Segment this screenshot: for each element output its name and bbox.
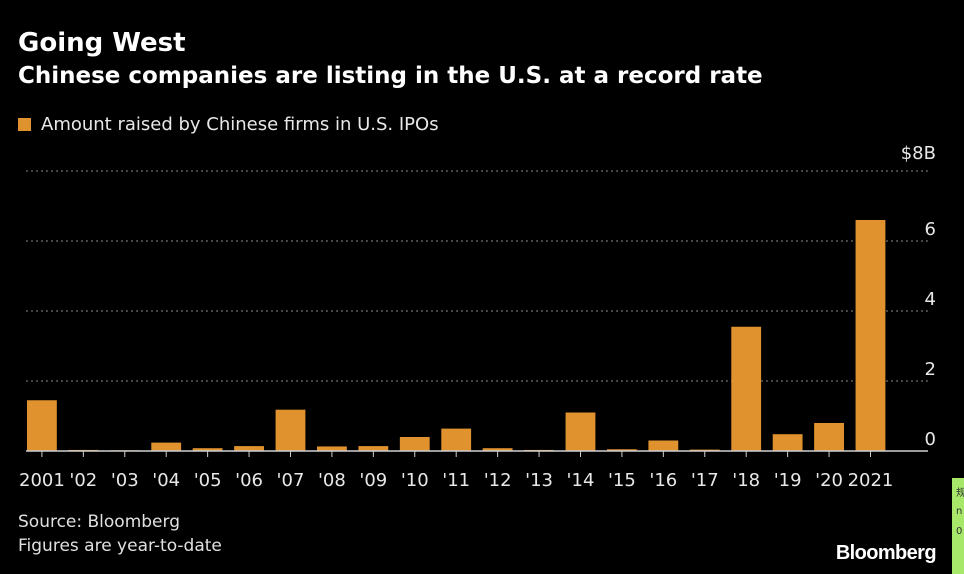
x-tick-label: '18 [732, 470, 760, 491]
x-tick-label: '16 [649, 470, 677, 491]
bar [441, 428, 472, 451]
y-tick-label: 6 [925, 219, 936, 240]
bar [399, 437, 430, 451]
y-tick-label: 4 [925, 289, 936, 310]
y-tick-label: 2 [925, 359, 936, 380]
x-tick-label: '11 [442, 470, 470, 491]
y-tick-label: 0 [925, 429, 936, 450]
bar [234, 446, 264, 451]
bar [772, 434, 803, 451]
bar [317, 446, 347, 451]
x-tick-label: '05 [194, 470, 222, 491]
bar [648, 440, 679, 451]
bloomberg-logo: Bloomberg [835, 542, 937, 564]
bar [565, 412, 596, 451]
x-tick-label: '09 [359, 470, 387, 491]
bar [358, 446, 389, 451]
side-panel-edge: 规 n 0 [952, 478, 964, 574]
x-tick-label: '07 [277, 470, 305, 491]
x-tick-label: '15 [608, 470, 636, 491]
legend-label: Amount raised by Chinese firms in U.S. I… [41, 114, 439, 135]
edge-char: 0 [956, 526, 963, 537]
x-tick-label: '08 [318, 470, 346, 491]
source-note: Source: Bloomberg [18, 512, 180, 532]
bar [814, 423, 844, 451]
legend-swatch [18, 118, 31, 131]
x-tick-label: '12 [484, 470, 512, 491]
bar [192, 448, 223, 451]
chart-subtitle: Chinese companies are listing in the U.S… [18, 63, 763, 89]
x-tick-label: '17 [691, 470, 719, 491]
x-tick-label: '10 [401, 470, 429, 491]
x-tick-label: '14 [567, 470, 595, 491]
edge-char: n [956, 506, 963, 517]
legend: Amount raised by Chinese firms in U.S. I… [18, 114, 439, 135]
x-tick-label: '06 [235, 470, 263, 491]
year-to-date-note: Figures are year-to-date [18, 536, 222, 556]
bar [855, 220, 886, 451]
bar [27, 400, 57, 451]
x-tick-label: 2021 [848, 470, 894, 491]
x-tick-label: '13 [525, 470, 553, 491]
bar [731, 326, 762, 451]
x-tick-label: '03 [111, 470, 139, 491]
x-tick-label: '19 [774, 470, 802, 491]
x-tick-label: '20 [815, 470, 843, 491]
bar [482, 448, 513, 451]
bar [275, 409, 306, 451]
edge-char: 规 [956, 488, 964, 499]
bar [607, 449, 637, 451]
bar [151, 442, 182, 451]
y-tick-label: $8B [901, 143, 936, 164]
x-tick-label: '04 [152, 470, 180, 491]
x-tick-label: '02 [69, 470, 97, 491]
x-tick-label: 2001 [19, 470, 65, 491]
chart-title: Going West [18, 28, 186, 58]
